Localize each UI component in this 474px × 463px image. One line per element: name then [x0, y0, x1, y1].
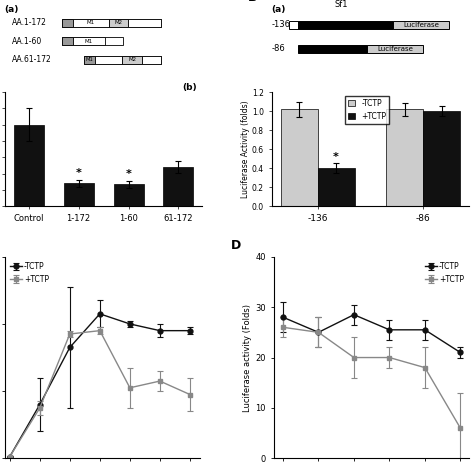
Text: *: *: [333, 152, 339, 162]
Text: Luciferase: Luciferase: [377, 46, 413, 52]
Bar: [386, 109, 423, 206]
Text: *: *: [76, 168, 82, 178]
Bar: [367, 44, 423, 53]
Y-axis label: Luciferase Activity (folds): Luciferase Activity (folds): [241, 100, 250, 198]
Bar: [95, 56, 122, 64]
Legend: -TCTP, +TCTP: -TCTP, +TCTP: [424, 261, 465, 285]
Text: M1: M1: [85, 39, 93, 44]
Bar: [84, 56, 95, 64]
Bar: [73, 19, 109, 27]
Bar: [142, 56, 161, 64]
Text: (a): (a): [5, 5, 19, 14]
Bar: [164, 167, 193, 206]
Text: -86: -86: [272, 44, 285, 53]
Bar: [128, 19, 161, 27]
Text: -136: -136: [272, 20, 291, 29]
Bar: [73, 38, 105, 45]
Bar: [298, 21, 393, 29]
Bar: [122, 56, 142, 64]
Bar: [318, 168, 355, 206]
Text: *: *: [126, 169, 131, 179]
Text: Luciferase: Luciferase: [403, 22, 439, 28]
Bar: [62, 19, 73, 27]
Text: AA.1-172: AA.1-172: [12, 19, 46, 27]
Text: M2: M2: [128, 57, 137, 62]
Text: M1: M1: [87, 20, 95, 25]
Bar: [393, 21, 448, 29]
Bar: [84, 56, 161, 64]
Text: Sf1: Sf1: [334, 0, 347, 9]
Text: AA.61-172: AA.61-172: [12, 55, 51, 64]
Y-axis label: Luciferase activity (Folds): Luciferase activity (Folds): [243, 304, 252, 412]
Legend: -TCTP, +TCTP: -TCTP, +TCTP: [345, 96, 390, 124]
Text: D: D: [231, 238, 241, 252]
Bar: [62, 19, 161, 27]
Text: AA.1-60: AA.1-60: [12, 37, 42, 46]
Text: B: B: [248, 0, 257, 4]
Text: (a): (a): [272, 5, 286, 14]
Bar: [62, 38, 73, 45]
Bar: [290, 21, 298, 29]
Bar: [298, 44, 367, 53]
Text: M1: M1: [85, 57, 93, 62]
Bar: [114, 184, 144, 206]
Bar: [281, 109, 318, 206]
Bar: [14, 125, 44, 206]
Legend: -TCTP, +TCTP: -TCTP, +TCTP: [9, 261, 50, 285]
Bar: [109, 19, 128, 27]
Text: (b): (b): [182, 83, 197, 92]
Bar: [62, 38, 123, 45]
Text: M2: M2: [114, 20, 122, 25]
Bar: [423, 111, 460, 206]
Bar: [64, 183, 93, 206]
